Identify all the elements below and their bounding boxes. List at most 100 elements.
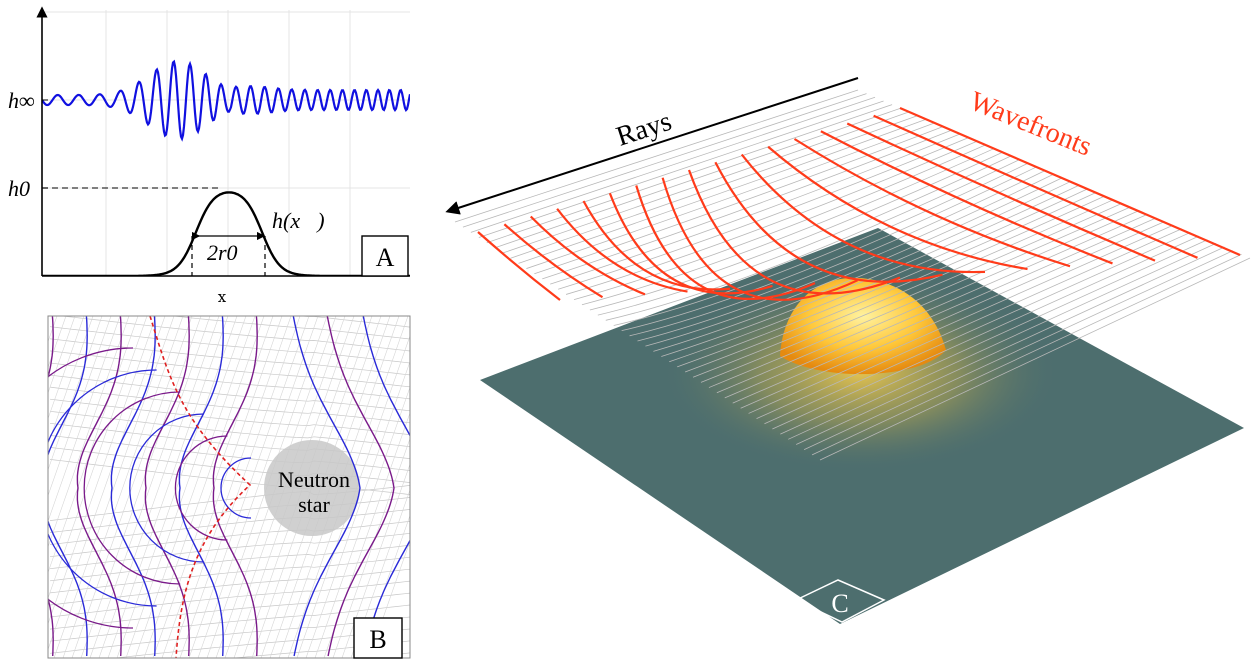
ray-line xyxy=(297,316,410,328)
ray-line xyxy=(732,217,1157,404)
wavefront-line xyxy=(529,215,646,296)
panel-b-rays xyxy=(48,316,410,658)
ray-line xyxy=(788,243,1217,440)
wavefront-line xyxy=(740,153,986,274)
panel-a: h∞ h0 h(x⃗) 2r0 x A xyxy=(8,6,410,306)
ray-line xyxy=(677,191,1097,368)
ray-line xyxy=(49,544,410,582)
ray-line xyxy=(107,316,229,658)
ray-line xyxy=(597,155,1012,316)
ray-line xyxy=(49,592,410,630)
ray-line xyxy=(716,210,1140,394)
ray-line xyxy=(49,410,410,448)
ray-line xyxy=(49,568,410,606)
height-profile-curve xyxy=(42,191,410,276)
ray-line xyxy=(48,316,49,317)
wavefront-line xyxy=(212,316,258,657)
wavefront-line xyxy=(326,316,395,657)
ray-line xyxy=(502,111,910,254)
wavefront-arc xyxy=(48,369,157,607)
ray-line xyxy=(48,316,121,523)
ray-line xyxy=(462,93,867,228)
wavefront-line xyxy=(48,316,88,657)
wavefront-line xyxy=(873,114,1198,259)
ray-line xyxy=(589,151,1004,311)
ray-line xyxy=(629,169,1046,337)
ray-line xyxy=(470,96,876,233)
ray-line xyxy=(49,556,410,594)
ray-line xyxy=(125,316,247,658)
wavefronts-label: Wavefronts xyxy=(965,86,1096,163)
wavefront-arc xyxy=(174,435,228,541)
ray-line xyxy=(756,228,1182,419)
ray-line xyxy=(653,180,1072,352)
wavefront-line xyxy=(635,185,816,300)
ray-line xyxy=(48,316,85,420)
ray-line xyxy=(48,316,76,394)
ray-line xyxy=(368,540,410,658)
curve-label: h(x⃗) xyxy=(272,208,325,233)
ray-line xyxy=(772,235,1200,430)
ray-line xyxy=(542,129,952,280)
ray-line xyxy=(819,257,1251,461)
wavefront-line xyxy=(820,130,1113,265)
wavefront-arc xyxy=(48,347,134,629)
panel-c: Rays Wavefronts C xyxy=(445,77,1251,624)
ray-line xyxy=(49,350,410,388)
ray-line xyxy=(350,488,410,658)
panel-c-label-box xyxy=(794,579,886,623)
wavefront-line xyxy=(714,161,943,283)
ray-line xyxy=(621,166,1038,332)
ray-line xyxy=(724,213,1148,399)
panel-b: Neutron star B xyxy=(47,315,411,659)
caustic-line xyxy=(149,316,252,658)
panel-b-frame xyxy=(47,315,411,659)
ray-line xyxy=(80,316,202,658)
panel-c-wavefronts xyxy=(477,106,1241,301)
ray-line xyxy=(692,199,1114,378)
y-label-h0: h0 xyxy=(8,176,30,201)
wavefront-line xyxy=(503,223,604,299)
ray-line xyxy=(48,316,112,497)
ray-line xyxy=(161,316,283,658)
ray-line xyxy=(305,360,410,658)
ray-line xyxy=(49,422,410,459)
y-label-hinf: h∞ xyxy=(8,88,35,113)
wavefront-line xyxy=(144,316,190,657)
ray-line xyxy=(526,122,935,269)
ray-line xyxy=(494,107,901,249)
width-label: 2r0 xyxy=(207,240,238,265)
wavefront-line xyxy=(556,208,688,293)
ray-line xyxy=(48,316,67,369)
ray-line xyxy=(796,246,1225,445)
ray-line xyxy=(48,316,103,471)
ray-line xyxy=(708,206,1131,388)
ray-line xyxy=(811,253,1242,456)
neutron-star-disk xyxy=(264,440,360,536)
ray-line xyxy=(53,316,175,658)
panel-a-label-box xyxy=(361,235,409,277)
ray-line xyxy=(645,177,1063,347)
ray-line xyxy=(581,148,995,306)
ray-line xyxy=(179,316,301,658)
wavefront-line xyxy=(178,316,224,657)
ray-line xyxy=(116,316,238,658)
wavefront-line xyxy=(110,316,156,657)
ray-line xyxy=(49,398,410,436)
wavefront-line xyxy=(793,138,1071,268)
rays-arrow xyxy=(445,77,859,215)
ray-line xyxy=(71,316,193,658)
ray-line xyxy=(170,316,292,658)
wavefront-line xyxy=(846,122,1156,262)
wavefront-arc xyxy=(83,391,181,585)
ray-line xyxy=(314,386,410,658)
ray-line xyxy=(486,104,893,244)
ray-line xyxy=(573,144,986,300)
ray-line xyxy=(49,616,410,654)
ray-line xyxy=(49,326,410,364)
ray-line xyxy=(98,316,220,658)
ray-line xyxy=(143,316,265,658)
panel-b-label: B xyxy=(369,625,386,654)
panel-c-rays xyxy=(454,89,1251,461)
ray-line xyxy=(49,338,410,376)
